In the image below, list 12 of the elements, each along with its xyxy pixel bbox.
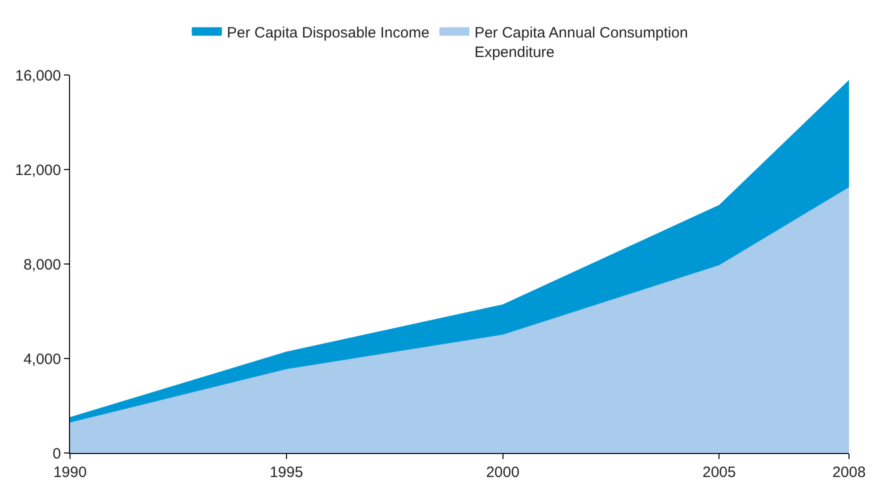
x-tick-label: 2008	[832, 464, 866, 481]
x-tick-label: 2005	[702, 464, 736, 481]
x-tick-label: 1990	[53, 464, 87, 481]
y-tick-label: 0	[52, 445, 61, 462]
y-tick-label: 12,000	[15, 162, 61, 179]
y-tick-label: 16,000	[15, 67, 61, 84]
x-tick-label: 1995	[270, 464, 304, 481]
x-tick-label: 2000	[486, 464, 520, 481]
y-tick-label: 4,000	[23, 350, 61, 368]
legend-label: Per Capita Annual Consumption Expenditure	[474, 24, 688, 62]
y-tick-label: 8,000	[23, 256, 61, 274]
legend-label: Per Capita Disposable Income	[226, 24, 430, 42]
